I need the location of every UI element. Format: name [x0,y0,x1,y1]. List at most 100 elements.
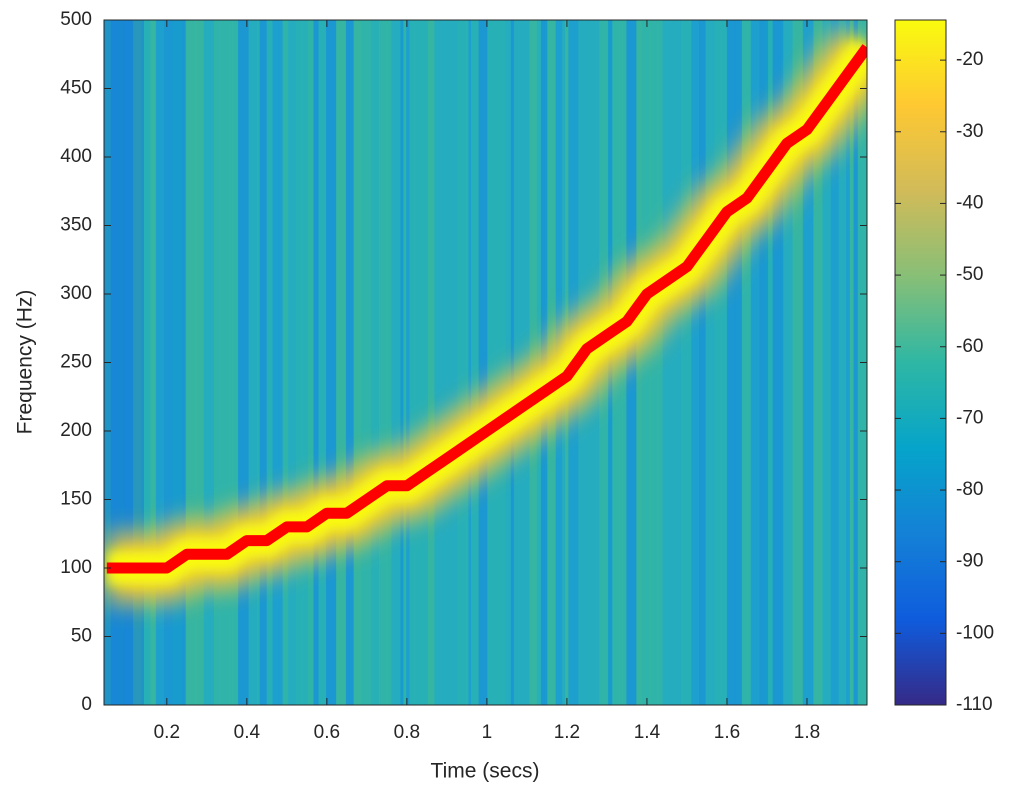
texture-stripe [764,20,769,705]
texture-stripe [813,20,823,705]
texture-stripe [510,20,515,705]
y-tick-label: 100 [60,557,92,578]
colorbar-tick-label: -90 [956,551,983,572]
texture-stripe [409,20,421,705]
texture-stripe [172,20,184,705]
texture-stripe [741,20,752,705]
y-tick-label: 400 [60,146,92,167]
texture-stripe [487,20,496,705]
texture-stripe [833,20,837,705]
texture-stripe [513,20,517,705]
texture-stripe [846,20,851,705]
texture-stripe [523,20,527,705]
y-tick-label: 500 [60,9,92,30]
texture-stripe [658,20,663,705]
colorbar-tick-label: -20 [956,49,983,70]
colorbar-tick-label: -60 [956,336,983,357]
texture-stripe [370,20,380,705]
texture-stripe [636,20,642,705]
plot-area [104,20,867,705]
colorbar [894,19,947,706]
texture-stripe [830,20,834,705]
texture-stripe [759,20,765,705]
colorbar-tick-label: -50 [956,264,983,285]
texture-stripe [673,20,682,705]
spectrogram-texture [104,20,867,705]
texture-stripe [353,20,361,705]
x-axis-label: Time (secs) [431,760,540,783]
texture-stripe [219,20,230,705]
colorbar-tick-label: -40 [956,192,983,213]
texture-stripe [750,20,760,705]
y-tick-label: 0 [81,694,92,715]
texture-stripe [802,20,814,705]
texture-stripe [838,20,847,705]
colorbar-tick-label: -30 [956,121,983,142]
texture-stripe [650,20,660,705]
texture-stripe [248,20,258,705]
x-tick-label: 0.4 [234,722,261,743]
texture-stripe [325,20,337,705]
y-tick-label: 150 [60,489,92,510]
x-tick-label: 1 [482,722,493,743]
y-tick-label: 300 [60,283,92,304]
colorbar-tick-label: -110 [956,694,993,715]
texture-stripe [345,20,355,705]
texture-stripe [495,20,506,705]
texture-stripe [626,20,637,705]
texture-stripe [714,20,722,705]
x-tick-label: 1.2 [554,722,580,743]
texture-stripe [662,20,674,705]
texture-stripe [203,20,215,705]
texture-stripe [471,20,480,705]
texture-stripe [124,20,134,705]
texture-stripe [406,20,410,705]
texture-stripe [164,20,173,705]
texture-stripe [232,20,239,705]
texture-stripe [272,20,284,705]
texture-stripe [505,20,512,705]
texture-stripe [699,20,707,705]
texture-stripe [780,20,784,705]
texture-stripe [238,20,250,705]
texture-stripe [213,20,220,705]
texture-stripe [726,20,736,705]
texture-stripe [468,20,472,705]
texture-stripe [308,20,314,705]
texture-stripe [705,20,715,705]
texture-stripe [257,20,261,705]
texture-stripe [110,20,120,705]
texture-stripe [287,20,297,705]
x-tick-label: 0.2 [154,722,180,743]
texture-stripe [767,20,774,705]
texture-stripe [259,20,268,705]
texture-stripe [822,20,832,705]
y-tick-label: 50 [71,626,92,647]
x-tick-label: 1.4 [634,722,661,743]
texture-stripe [302,20,309,705]
y-tick-label: 450 [60,78,92,99]
texture-stripe [434,20,438,705]
texture-stripe [792,20,804,705]
texture-stripe [386,20,392,705]
texture-stripe [378,20,387,705]
colorbar-tick-label: -70 [956,407,983,428]
texture-stripe [141,20,151,705]
texture-stripe [119,20,125,705]
texture-stripe [318,20,327,705]
texture-stripe [150,20,157,705]
texture-stripe [282,20,289,705]
texture-stripe [849,20,855,705]
texture-stripe [295,20,304,705]
texture-stripe [132,20,142,705]
colorbar-tick-label: -80 [956,479,983,500]
texture-stripe [478,20,488,705]
texture-stripe [266,20,273,705]
texture-stripe [447,20,458,705]
texture-stripe [515,20,525,705]
texture-stripe [313,20,319,705]
texture-stripe [195,20,205,705]
ridge-line [106,44,867,574]
y-tick-label: 250 [60,352,92,373]
